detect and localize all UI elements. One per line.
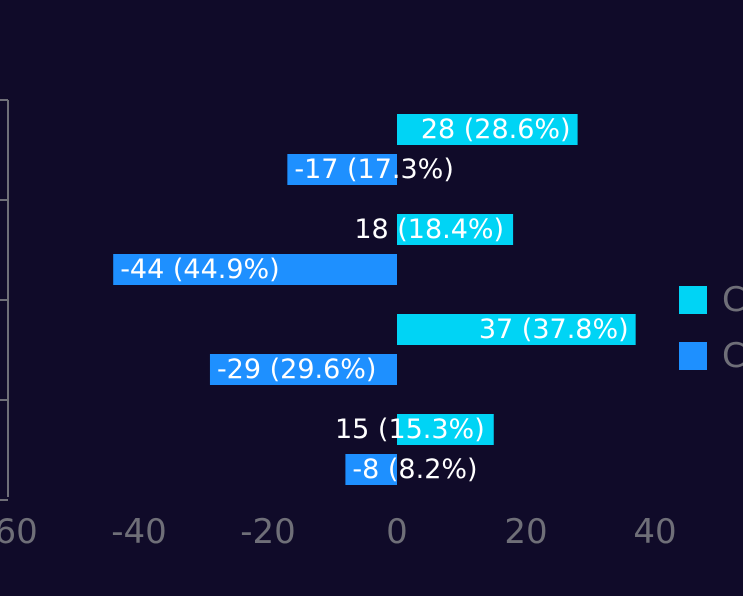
x-tick-label: 20 — [504, 512, 547, 552]
negative-bar-label-4: -8 (8.2%) — [352, 454, 477, 485]
positive-bar-4 — [397, 414, 494, 445]
negative-bar-4 — [345, 454, 397, 485]
positive-bar-1 — [397, 114, 578, 145]
positive-bar-2 — [397, 214, 514, 245]
negative-bar-label-2: -44 (44.9%) — [120, 254, 280, 285]
x-tick-label: -40 — [111, 512, 167, 552]
positive-bar-label-2: 18 (18.4%) — [354, 214, 504, 245]
negative-bar-3 — [209, 354, 397, 385]
positive-bar-label-3: 37 (37.8%) — [479, 314, 629, 345]
x-tick-label: -60 — [0, 512, 38, 552]
positive-bar-label-1: 28 (28.6%) — [421, 114, 571, 145]
legend-label-negative: C — [722, 336, 743, 376]
bars: 28 (28.6%) -17 (17.3%) 18 (18.4%) -44 (44.9… — [113, 114, 636, 485]
legend-label-positive: C — [722, 280, 743, 320]
legend: CC — [679, 280, 743, 376]
negative-bar-label-1: -17 (17.3%) — [294, 154, 454, 185]
negative-bar-2 — [113, 254, 397, 285]
positive-bar-3 — [397, 314, 636, 345]
x-tick-label: -20 — [240, 512, 296, 552]
negative-bar-1 — [287, 154, 397, 185]
negative-bar-label-3: -29 (29.6%) — [217, 354, 377, 385]
legend-swatch-negative — [679, 342, 707, 370]
x-axis-ticks: -60 -40 -20 0 20 40 — [0, 512, 677, 552]
legend-swatch-positive — [679, 286, 707, 314]
y-axis — [0, 99, 9, 501]
positive-bar-label-4: 15 (15.3%) — [335, 414, 485, 445]
x-tick-label: 0 — [386, 512, 408, 552]
x-tick-label: 40 — [633, 512, 676, 552]
